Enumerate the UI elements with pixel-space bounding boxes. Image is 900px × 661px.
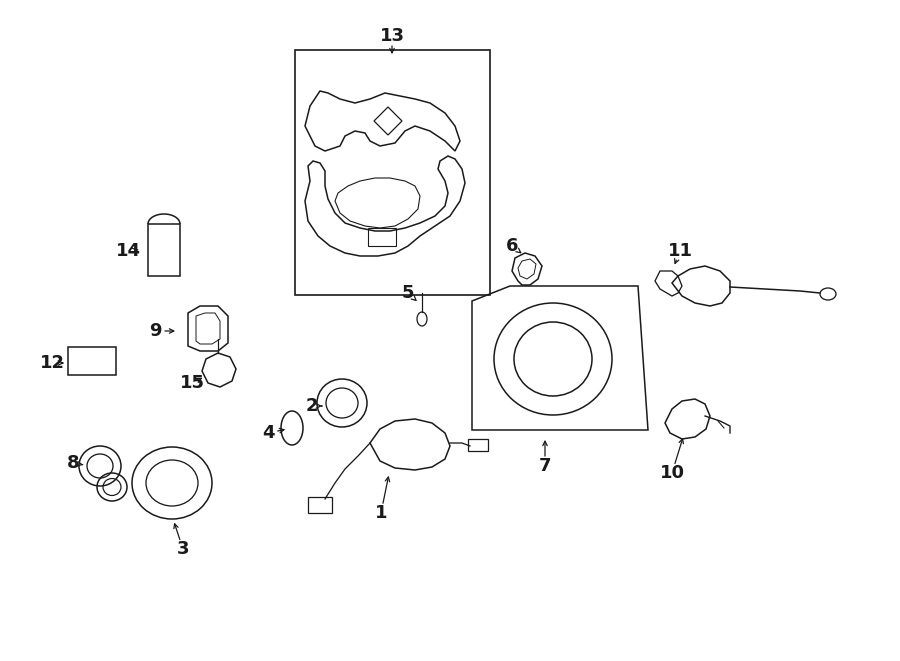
Bar bbox=[308, 497, 332, 513]
Bar bbox=[68, 347, 116, 375]
Text: 15: 15 bbox=[179, 374, 204, 392]
Bar bbox=[368, 228, 396, 246]
Text: 9: 9 bbox=[148, 322, 161, 340]
Text: 14: 14 bbox=[115, 242, 140, 260]
Text: 6: 6 bbox=[506, 237, 518, 255]
Bar bbox=[148, 224, 180, 276]
Bar bbox=[295, 50, 490, 295]
Text: 2: 2 bbox=[306, 397, 319, 415]
Text: 12: 12 bbox=[40, 354, 65, 372]
Text: 10: 10 bbox=[660, 464, 685, 482]
Text: 5: 5 bbox=[401, 284, 414, 302]
Text: 4: 4 bbox=[262, 424, 274, 442]
Text: 7: 7 bbox=[539, 457, 551, 475]
Text: 3: 3 bbox=[176, 540, 189, 558]
Text: 11: 11 bbox=[668, 242, 692, 260]
Text: 8: 8 bbox=[67, 454, 79, 472]
Text: 1: 1 bbox=[374, 504, 387, 522]
Text: 13: 13 bbox=[380, 27, 404, 45]
Bar bbox=[468, 439, 488, 451]
